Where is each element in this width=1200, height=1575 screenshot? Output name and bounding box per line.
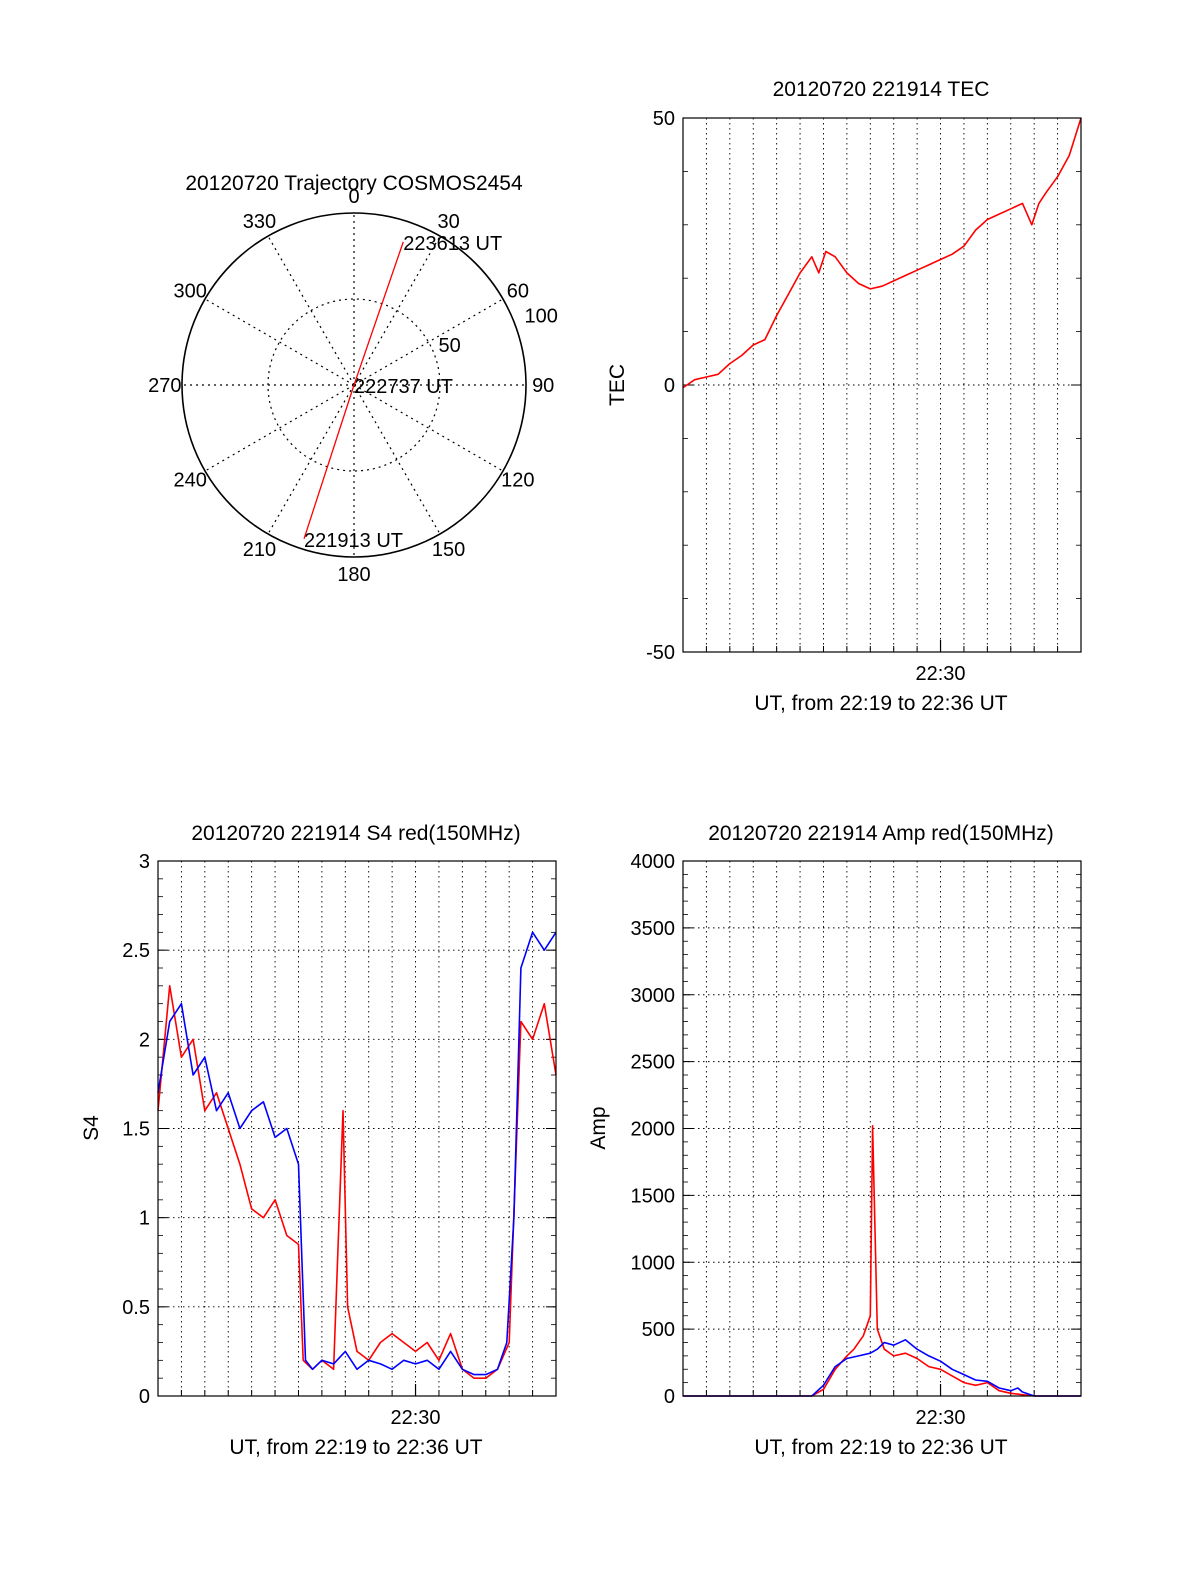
- amp-xlabel: UT, from 22:19 to 22:36 UT: [754, 1436, 1007, 1459]
- y-tick-label: 500: [642, 1319, 675, 1341]
- polar-labels: 0 30 60 90 120 150 180 210 240 270 300 330 50 100 2219…: [148, 186, 558, 586]
- plot-frame: [682, 860, 1082, 1397]
- polar-azimuth-label: 300: [173, 280, 206, 302]
- series-line-0: [157, 984, 557, 1379]
- polar-spoke: [267, 384, 355, 535]
- s4-xlabel: UT, from 22:19 to 22:36 UT: [229, 1436, 482, 1459]
- polar-spoke: [353, 298, 504, 386]
- grid: [683, 860, 1081, 1397]
- y-tick-label: 1500: [631, 1185, 676, 1207]
- y-tick-label: 1.5: [122, 1119, 150, 1141]
- y-tick-label: 2500: [631, 1052, 676, 1074]
- amp-plot-area: 0 500 1000 1500 2000 2500 3000 3500 4000 22:30: [631, 851, 1082, 1429]
- grid: [158, 860, 556, 1397]
- polar-azimuth-label: 120: [501, 470, 534, 492]
- y-tick-label: 1: [139, 1208, 150, 1230]
- polar-azimuth-label: 30: [437, 211, 459, 233]
- series-line-0: [683, 1125, 1081, 1397]
- y-tick-label: 3500: [631, 918, 676, 940]
- y-tick-label: 4000: [631, 851, 676, 873]
- y-tick-label: 0: [664, 1386, 675, 1408]
- polar-azimuth-label: 90: [532, 375, 554, 397]
- s4-plot-area: 0 0.5 1 1.5 2 2.5 3 22:30: [122, 851, 557, 1429]
- polar-spoke: [204, 384, 355, 472]
- polar-spoke: [204, 298, 355, 386]
- y-tick-label: 2: [139, 1029, 150, 1051]
- s4-ylabel: S4: [80, 1115, 103, 1141]
- amp-ylabel: Amp: [587, 1106, 610, 1149]
- x-tick-label: 22:30: [390, 1407, 440, 1429]
- polar-spoke: [353, 384, 504, 472]
- tec-title: 20120720 221914 TEC: [773, 78, 990, 101]
- polar-azimuth-label: 60: [507, 280, 529, 302]
- tec-xlabel: UT, from 22:19 to 22:36 UT: [754, 692, 1007, 715]
- plot-frame: [682, 117, 1082, 653]
- polar-azimuth-label: 180: [337, 564, 370, 586]
- tec-chart: 20120720 221914 TEC UT, from 22:19 to 22…: [606, 78, 1082, 715]
- y-tick-label: 0: [664, 375, 675, 397]
- polar-outer-circle: [181, 212, 527, 558]
- polar-title: 20120720 Trajectory COSMOS2454: [185, 172, 523, 195]
- y-tick-label: 3000: [631, 985, 676, 1007]
- polar-azimuth-label: 150: [432, 539, 465, 561]
- series-line-1: [683, 1339, 1081, 1397]
- polar-radial-label: 100: [525, 305, 558, 327]
- polar-trajectory: [303, 241, 404, 539]
- polar-spoke: [353, 384, 441, 535]
- polar-spoke: [353, 235, 441, 386]
- y-tick-label: 50: [653, 108, 675, 130]
- s4-chart: 20120720 221914 S4 red(150MHz) UT, from …: [80, 822, 557, 1459]
- polar-trajectory-chart: 20120720 Trajectory COSMOS2454 0 30 60 90 12…: [148, 172, 558, 586]
- polar-azimuth-label: 0: [348, 186, 359, 208]
- x-tick-label: 22:30: [915, 1407, 965, 1429]
- y-tick-label: -50: [646, 642, 675, 664]
- series-line-1: [157, 931, 557, 1376]
- y-tick-label: 2000: [631, 1119, 676, 1141]
- x-tick-label: 22:30: [915, 663, 965, 685]
- polar-radial-label: 50: [438, 335, 460, 357]
- amp-chart: 20120720 221914 Amp red(150MHz) UT, from…: [587, 822, 1082, 1459]
- plot-frame: [157, 860, 557, 1397]
- polar-spoke: [267, 235, 355, 386]
- polar-azimuth-label: 270: [148, 375, 181, 397]
- polar-azimuth-label: 210: [243, 539, 276, 561]
- trajectory-time-label: 221913 UT: [304, 530, 403, 552]
- grid: [683, 117, 1081, 653]
- tec-plot-area: -50 0 50 22:30: [646, 108, 1082, 685]
- y-tick-label: 2.5: [122, 940, 150, 962]
- series-line-0: [682, 117, 1082, 389]
- y-tick-label: 1000: [631, 1252, 676, 1274]
- polar-azimuth-label: 240: [173, 470, 206, 492]
- y-tick-label: 0.5: [122, 1297, 150, 1319]
- tec-ylabel: TEC: [606, 364, 629, 406]
- y-tick-label: 0: [139, 1386, 150, 1408]
- y-tick-label: 3: [139, 851, 150, 873]
- polar-azimuth-label: 330: [243, 211, 276, 233]
- trajectory-time-label: 223613 UT: [403, 233, 502, 255]
- polar-grid: [181, 212, 527, 558]
- s4-title: 20120720 221914 S4 red(150MHz): [191, 822, 520, 845]
- amp-title: 20120720 221914 Amp red(150MHz): [708, 822, 1054, 845]
- trajectory-line: [303, 241, 404, 539]
- trajectory-time-label: 222737 UT: [354, 376, 453, 398]
